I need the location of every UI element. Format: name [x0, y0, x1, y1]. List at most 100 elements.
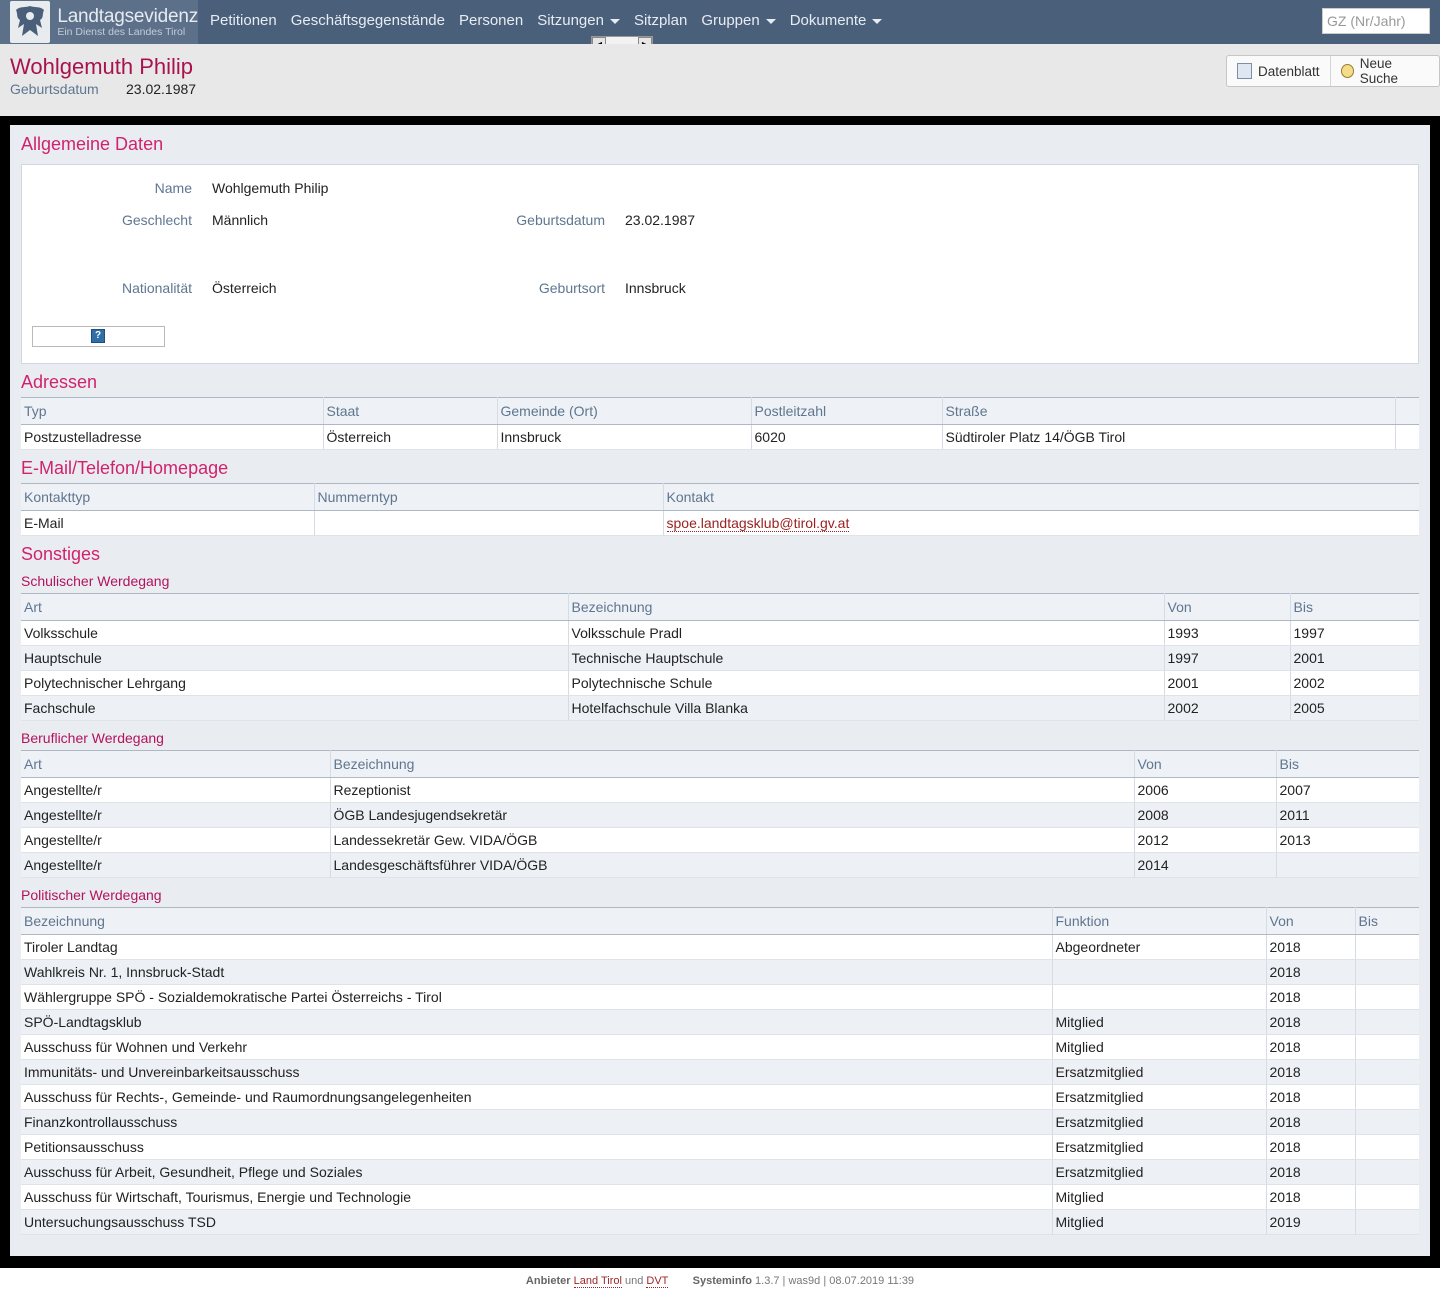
- nav-label: Sitzungen: [537, 12, 604, 29]
- column-header[interactable]: Art: [21, 750, 331, 778]
- table-row[interactable]: Angestellte/r Landessekretär Gew. VIDA/ÖG…: [21, 827, 1419, 853]
- column-header[interactable]: Bis: [1290, 593, 1419, 621]
- contact-table: Kontakttyp Nummerntyp Kontakt E-Mail spo…: [21, 483, 1419, 536]
- table-row[interactable]: Tiroler Landtag Abgeordneter 2018: [21, 934, 1419, 960]
- column-header[interactable]: Von: [1134, 750, 1277, 778]
- table-cell: 2018: [1266, 1159, 1356, 1185]
- tirol-eagle-logo-icon: [10, 1, 51, 43]
- column-header[interactable]: Art: [21, 593, 569, 621]
- nav-dokumente-dropdown[interactable]: Dokumente: [783, 0, 890, 44]
- table-cell: 2013: [1276, 827, 1419, 853]
- footer-anbieter-label: Anbieter: [525, 1275, 571, 1287]
- table-cell: Mitglied: [1052, 1034, 1267, 1060]
- neue-suche-button[interactable]: Neue Suche: [1329, 56, 1439, 86]
- gender-label: Geschlecht: [121, 212, 192, 228]
- table-cell: [1355, 1034, 1419, 1060]
- nationality-value: Österreich: [212, 280, 277, 296]
- table-cell: Landesgeschäftsführer VIDA/ÖGB: [330, 852, 1135, 878]
- column-header[interactable]: Nummerntyp: [314, 483, 664, 511]
- eagle-icon: [16, 6, 45, 36]
- email-link[interactable]: spoe.landtagsklub@tirol.gv.at: [666, 515, 850, 532]
- table-cell: Ausschuss für Wirtschaft, Tourismus, Ene…: [21, 1184, 1053, 1210]
- column-header[interactable]: Staat: [323, 397, 498, 425]
- table-row[interactable]: Immunitäts- und Unvereinbarkeitsausschus…: [21, 1059, 1419, 1085]
- table-header-row: Kontakttyp Nummerntyp Kontakt: [21, 483, 1419, 511]
- table-cell: 2011: [1276, 802, 1419, 828]
- table-row[interactable]: Ausschuss für Arbeit, Gesundheit, Pflege…: [21, 1159, 1419, 1185]
- table-row[interactable]: Hauptschule Technische Hauptschule 1997 200…: [21, 645, 1419, 671]
- help-icon[interactable]: ?: [91, 329, 105, 343]
- political-career-table: Bezeichnung Funktion Von Bis Tiroler Lan…: [21, 907, 1419, 1235]
- footer-land-tirol-link[interactable]: Land Tirol: [573, 1275, 622, 1288]
- column-header[interactable]: Postleitzahl: [751, 397, 943, 425]
- table-cell: [1355, 1159, 1419, 1185]
- column-header[interactable]: Typ: [21, 397, 324, 425]
- column-header[interactable]: Bis: [1276, 750, 1419, 778]
- column-header[interactable]: Funktion: [1052, 907, 1267, 935]
- table-row[interactable]: Volksschule Volksschule Pradl 1993 1997: [21, 620, 1419, 646]
- nav-geschaeftsgegenstaende[interactable]: Geschäftsgegenstände: [284, 0, 452, 44]
- table-row[interactable]: Ausschuss für Wohnen und Verkehr Mitglied…: [21, 1034, 1419, 1060]
- column-header[interactable]: Kontakt: [663, 483, 1419, 511]
- column-header[interactable]: Von: [1266, 907, 1356, 935]
- nav-personen[interactable]: Personen: [452, 0, 530, 44]
- table-row[interactable]: Wahlkreis Nr. 1, Innsbruck-Stadt 2018: [21, 959, 1419, 985]
- nav-sitzplan[interactable]: Sitzplan: [627, 0, 694, 44]
- datenblatt-button[interactable]: Datenblatt: [1227, 56, 1330, 86]
- table-row[interactable]: Angestellte/r Landesgeschäftsführer VIDA/…: [21, 852, 1419, 878]
- column-header[interactable]: Gemeinde (Ort): [497, 397, 752, 425]
- table-row[interactable]: Ausschuss für Wirtschaft, Tourismus, Ene…: [21, 1184, 1419, 1210]
- table-cell: Wahlkreis Nr. 1, Innsbruck-Stadt: [21, 959, 1053, 985]
- table-cell: [1355, 1009, 1419, 1035]
- table-cell: Petitionsausschuss: [21, 1134, 1053, 1160]
- name-value: Wohlgemuth Philip: [212, 180, 329, 196]
- column-header[interactable]: Von: [1164, 593, 1291, 621]
- table-row[interactable]: Petitionsausschuss Ersatzmitglied 2018: [21, 1134, 1419, 1160]
- table-cell: Ausschuss für Rechts-, Gemeinde- und Rau…: [21, 1084, 1053, 1110]
- table-cell: spoe.landtagsklub@tirol.gv.at: [663, 510, 1419, 536]
- help-field[interactable]: ?: [32, 326, 165, 347]
- table-row[interactable]: Angestellte/r ÖGB Landesjugendsekretär 200…: [21, 802, 1419, 828]
- table-cell: 2018: [1266, 959, 1356, 985]
- table-row[interactable]: Ausschuss für Rechts-, Gemeinde- und Rau…: [21, 1084, 1419, 1110]
- nav-gruppen-dropdown[interactable]: Gruppen: [694, 0, 782, 44]
- table-cell: Untersuchungsausschuss TSD: [21, 1209, 1053, 1235]
- table-cell: [1052, 959, 1267, 985]
- column-header[interactable]: Bezeichnung: [330, 750, 1135, 778]
- table-row[interactable]: Postzustelladresse Österreich Innsbruck …: [21, 424, 1419, 450]
- caret-down-icon: [609, 18, 620, 24]
- nav-label: Personen: [459, 12, 524, 29]
- gz-search-input[interactable]: [1322, 8, 1430, 34]
- table-cell: Wählergruppe SPÖ - Sozialdemokratische P…: [21, 984, 1053, 1010]
- column-header: [1395, 397, 1419, 425]
- table-row[interactable]: Polytechnischer Lehrgang Polytechnische S…: [21, 670, 1419, 696]
- column-header[interactable]: Bezeichnung: [568, 593, 1165, 621]
- top-navbar: Landtagsevidenz Ein Dienst des Landes Ti…: [0, 0, 1440, 44]
- school-table: Art Bezeichnung Von Bis Volksschule Volks…: [21, 593, 1419, 721]
- table-cell: Finanzkontrollausschuss: [21, 1109, 1053, 1135]
- table-cell: Ersatzmitglied: [1052, 1059, 1267, 1085]
- nav-sitzungen-dropdown[interactable]: Sitzungen: [530, 0, 627, 44]
- table-row[interactable]: Untersuchungsausschuss TSD Mitglied 2019: [21, 1209, 1419, 1235]
- table-row[interactable]: Fachschule Hotelfachschule Villa Blanka 20…: [21, 695, 1419, 721]
- table-row[interactable]: Finanzkontrollausschuss Ersatzmitglied 201…: [21, 1109, 1419, 1135]
- person-header: Wohlgemuth Philip Geburtsdatum 23.02.198…: [0, 44, 1440, 116]
- table-row[interactable]: Angestellte/r Rezeptionist 2006 2007: [21, 777, 1419, 803]
- column-header[interactable]: Kontakttyp: [21, 483, 315, 511]
- table-cell: Immunitäts- und Unvereinbarkeitsausschus…: [21, 1059, 1053, 1085]
- table-cell: [1355, 1084, 1419, 1110]
- brand-home-link[interactable]: Landtagsevidenz Ein Dienst des Landes Ti…: [0, 0, 198, 44]
- nationality-label: Nationalität: [121, 280, 192, 296]
- table-row[interactable]: SPÖ-Landtagsklub Mitglied 2018: [21, 1009, 1419, 1035]
- column-header[interactable]: Bis: [1355, 907, 1419, 935]
- column-header[interactable]: Straße: [942, 397, 1396, 425]
- column-header[interactable]: Bezeichnung: [21, 907, 1053, 935]
- table-cell: Abgeordneter: [1052, 934, 1267, 960]
- table-cell: Ersatzmitglied: [1052, 1134, 1267, 1160]
- table-row[interactable]: E-Mail spoe.landtagsklub@tirol.gv.at: [21, 510, 1419, 536]
- table-cell: [1355, 1109, 1419, 1135]
- table-row[interactable]: Wählergruppe SPÖ - Sozialdemokratische P…: [21, 984, 1419, 1010]
- addresses-table: Typ Staat Gemeinde (Ort) Postleitzahl St…: [21, 397, 1419, 450]
- footer-dvt-link[interactable]: DVT: [646, 1275, 669, 1288]
- nav-petitionen[interactable]: Petitionen: [203, 0, 284, 44]
